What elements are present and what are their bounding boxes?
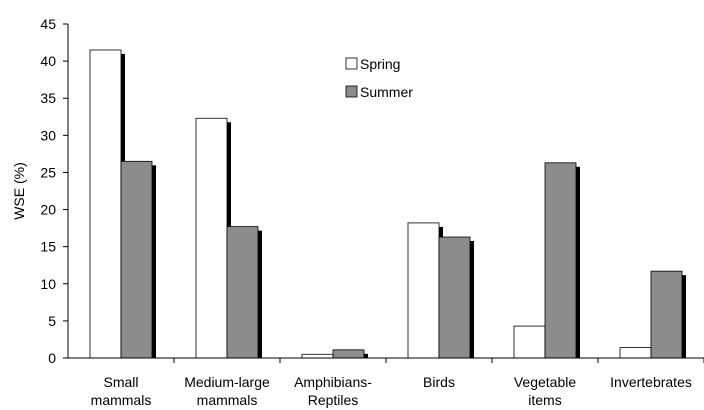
x-category-label: Vegetable items [514, 374, 576, 408]
x-category-label-line: Small [103, 374, 138, 390]
legend: Spring Summer [345, 56, 413, 100]
x-category-label-line: Vegetable [514, 374, 576, 390]
legend-swatch [345, 85, 358, 98]
x-category-label: Birds [423, 374, 455, 390]
bar-spring [195, 117, 228, 359]
y-tick-label: 40 [40, 53, 56, 69]
y-axis-title: WSE (%) [11, 162, 27, 220]
bar-shadow [258, 230, 262, 358]
y-tick-label: 15 [40, 239, 56, 255]
bars-layer [89, 49, 686, 359]
bar-summer [226, 226, 259, 359]
bar-spring [619, 347, 652, 359]
y-tick-label: 25 [40, 164, 56, 180]
bar-spring [301, 353, 334, 359]
bar-shadow [364, 353, 368, 358]
bar-shadow [152, 165, 156, 358]
bar-summer [120, 160, 153, 359]
bar-shadow [470, 241, 474, 358]
x-category-label-line: mammals [91, 392, 152, 408]
y-tick-label: 0 [48, 350, 56, 366]
y-tick-label: 45 [40, 16, 56, 32]
bar-summer [544, 162, 577, 359]
x-category-label: Medium-large mammals [184, 374, 270, 408]
x-category-label: Invertebrates [610, 374, 692, 390]
y-tick-label: 30 [40, 127, 56, 143]
x-category-labels: Small mammals Medium-large mammals Amphibian… [91, 374, 692, 408]
legend-swatch [345, 57, 358, 70]
bar-shadow [682, 275, 686, 358]
bar-spring [513, 325, 546, 359]
x-category-label: Small mammals [91, 374, 152, 408]
y-tick-label: 20 [40, 202, 56, 218]
bar-shadow [576, 166, 580, 358]
x-category-label-line: items [528, 392, 561, 408]
y-tick-labels: 0 5 10 15 20 25 30 35 40 45 [40, 16, 56, 366]
axes-layer [63, 23, 704, 363]
x-category-label-line: mammals [197, 392, 258, 408]
x-category-label-line: Invertebrates [610, 374, 692, 390]
x-category-label-line: Amphibians- [294, 374, 372, 390]
y-tick-label: 5 [48, 313, 56, 329]
bar-summer [650, 270, 683, 359]
x-category-label-line: Birds [423, 374, 455, 390]
x-category-label-line: Medium-large [184, 374, 270, 390]
x-category-label-line: Reptiles [308, 392, 359, 408]
bar-summer [438, 236, 471, 359]
bar-summer [332, 349, 365, 359]
y-tick-label: 10 [40, 276, 56, 292]
legend-label: Summer [360, 84, 413, 100]
bar-spring [89, 49, 122, 359]
x-category-label: Amphibians- Reptiles [294, 374, 372, 408]
y-tick-label: 35 [40, 90, 56, 106]
bar-spring [407, 222, 440, 359]
legend-label: Spring [360, 56, 400, 72]
